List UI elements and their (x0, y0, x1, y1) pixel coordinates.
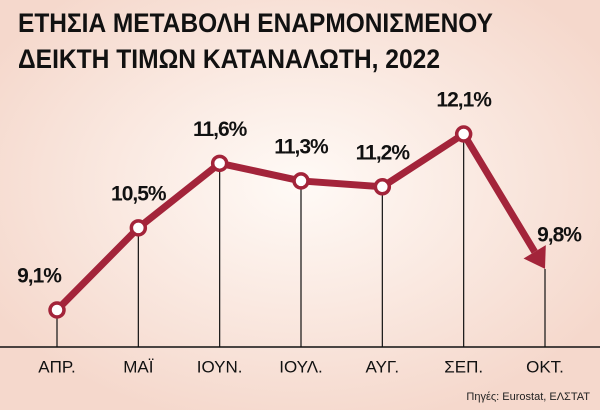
chart-title: ΕΤΗΣΙΑ ΜΕΤΑΒΟΛΗ ΕΝΑΡΜΟΝΙΣΜΕΝΟΥ (18, 8, 493, 38)
point (48, 301, 66, 319)
value-label: 10,5% (111, 182, 167, 205)
value-label: 11,3% (274, 135, 329, 158)
point (292, 172, 310, 190)
x-tick-label: ΣΕΠ. (444, 357, 483, 376)
x-tick-label: ΜΑΪ (123, 357, 154, 376)
point (373, 178, 392, 196)
chart-title: ΔΕΙΚΤΗ ΤΙΜΩΝ ΚΑΤΑΝΑΛΩΤΗ, 2022 (18, 44, 440, 74)
value-label: 9,8% (537, 223, 582, 246)
point (210, 154, 229, 173)
point (129, 219, 148, 237)
value-label: 9,1% (17, 265, 62, 288)
value-label: 11,2% (356, 141, 411, 164)
value-label: 12,1% (436, 89, 492, 112)
arrow-head (523, 245, 546, 269)
point (454, 125, 473, 143)
source: Πηγές: Eurostat, ΕΛΣΤΑΤ (466, 391, 590, 403)
x-tick-label: ΟΚΤ. (526, 357, 564, 376)
x-tick-label: ΙΟΥΝ. (197, 357, 243, 376)
value-label: 11,6% (193, 118, 248, 141)
x-tick-label: ΑΠΡ. (38, 357, 76, 376)
x-tick-label: ΙΟΥΛ. (279, 357, 323, 376)
x-tick-label: ΑΥΓ. (366, 357, 400, 376)
